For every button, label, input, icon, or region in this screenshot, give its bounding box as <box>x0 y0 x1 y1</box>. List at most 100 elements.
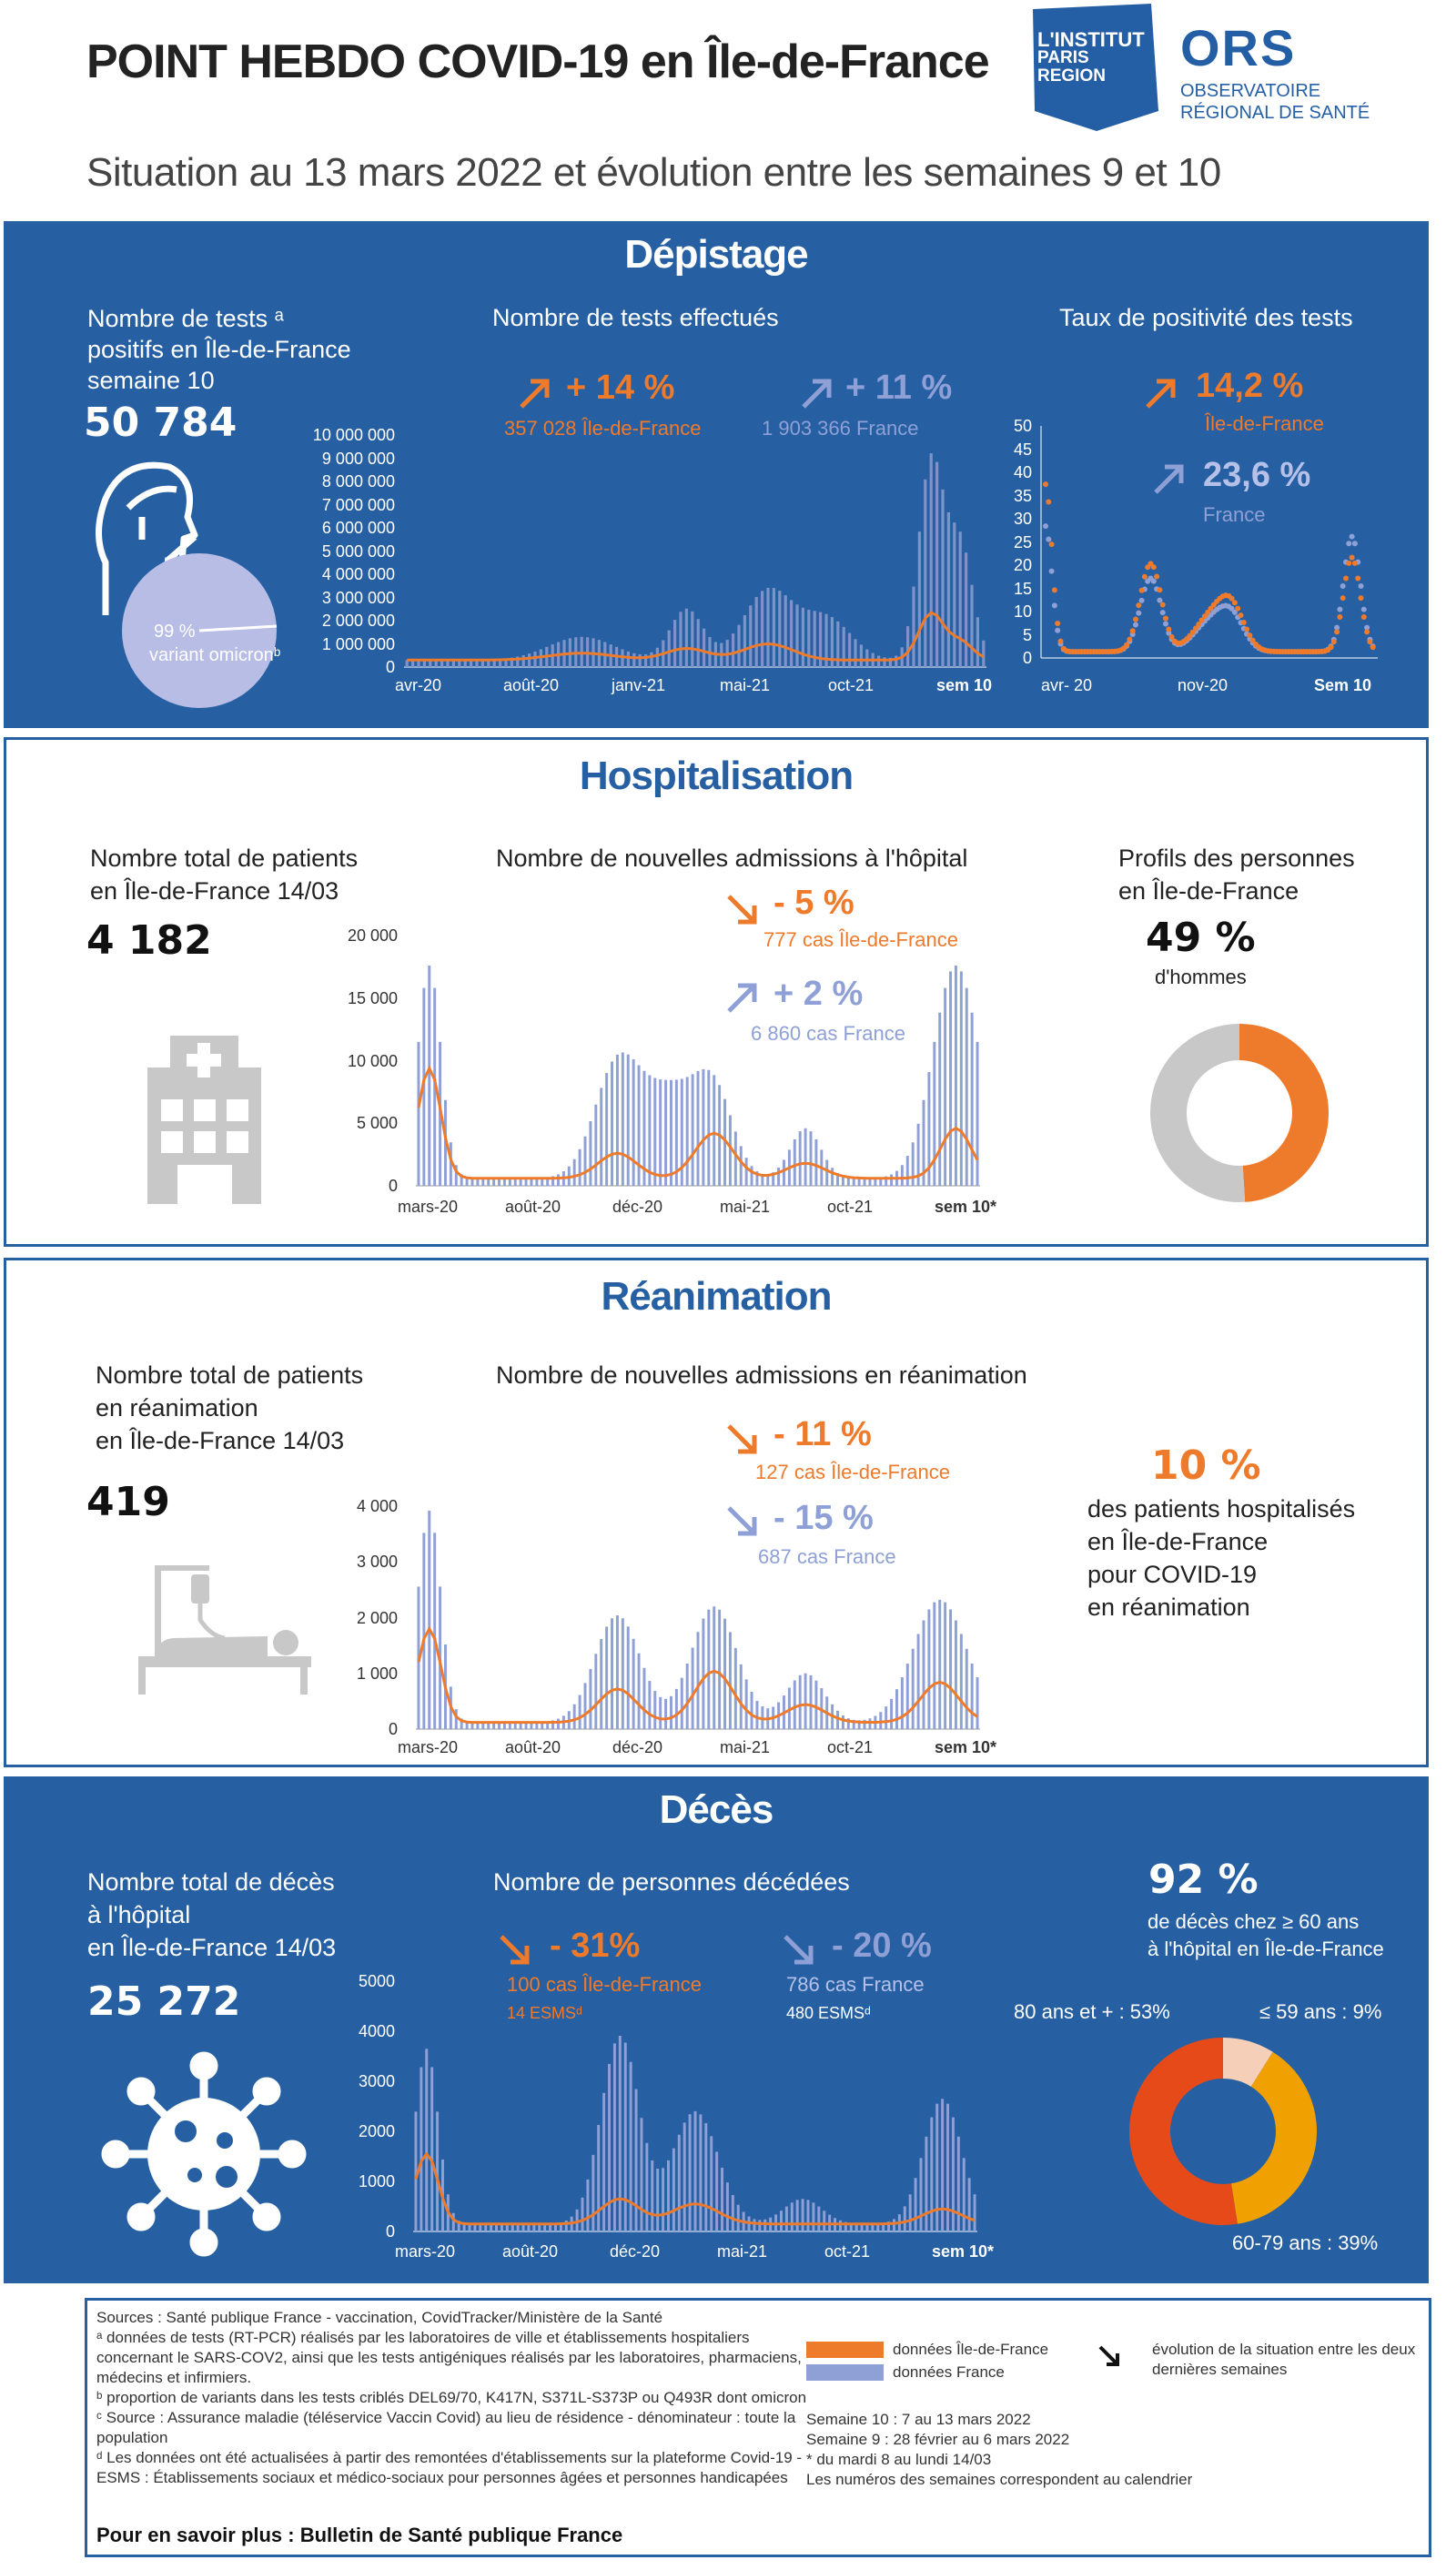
bar-mark <box>976 1041 979 1186</box>
bar-mark <box>954 1620 957 1729</box>
bar-mark <box>626 1054 630 1186</box>
bar-mark <box>959 1634 963 1729</box>
bar-mark <box>929 453 933 667</box>
idf-point <box>1337 614 1343 621</box>
x-tick-label: mars-20 <box>398 1198 459 1216</box>
bar-mark <box>703 628 706 667</box>
x-tick-label: Sem 10 <box>1314 676 1372 694</box>
bar-mark <box>492 1722 496 1729</box>
y-tick-label: 40 <box>1013 463 1032 481</box>
ors-logo: ORS <box>1180 19 1297 76</box>
idf-point <box>1244 626 1250 632</box>
ors-logo-subtitle: OBSERVATOIRE RÉGIONAL DE SANTÉ <box>1180 81 1370 123</box>
bar-mark <box>470 1722 474 1729</box>
y-tick-label: 1000 <box>358 2172 395 2191</box>
idf-point <box>1193 625 1198 632</box>
y-tick-label: 7 000 000 <box>321 495 395 514</box>
deces-idf-count: 100 cas Île-de-France <box>507 1973 702 1996</box>
bar-mark <box>836 621 840 667</box>
y-tick-label: 0 <box>385 2222 395 2241</box>
bar-mark <box>819 612 823 667</box>
fr-point <box>1157 597 1163 603</box>
bar-mark <box>859 644 863 667</box>
bar-mark <box>484 2223 488 2231</box>
down-arrow-icon <box>727 1424 757 1454</box>
idf-point <box>1046 499 1052 505</box>
bar-mark <box>718 1609 722 1729</box>
bar-mark <box>895 655 898 667</box>
bar-mark <box>935 461 939 667</box>
bar-mark <box>642 1070 646 1186</box>
profile-title: Profils des personnes en Île-de-France <box>1118 845 1355 905</box>
bar-mark <box>653 1691 657 1729</box>
idf-point <box>1201 613 1208 620</box>
x-tick-label: oct-21 <box>828 676 875 694</box>
bar-mark <box>557 1174 560 1186</box>
tests-fr-count: 1 903 366 France <box>762 417 919 440</box>
bar-mark <box>659 1079 662 1186</box>
hosp-total-value: 4 182 <box>86 917 212 964</box>
bar-mark <box>766 1174 770 1186</box>
men-slice <box>1239 1024 1330 1202</box>
bar-mark <box>842 626 845 667</box>
idf-point <box>1129 628 1136 634</box>
bar-mark <box>739 1664 743 1729</box>
bar-mark <box>906 626 910 667</box>
idf-point <box>1138 587 1145 593</box>
bar-mark <box>626 651 630 667</box>
bar-mark <box>685 1663 689 1729</box>
x-tick-label: janv-21 <box>612 676 666 694</box>
bar-mark <box>927 1609 931 1729</box>
fr-point <box>1136 610 1142 616</box>
x-tick-label: mai-21 <box>720 1738 771 1756</box>
bar-mark <box>941 2099 945 2231</box>
bar-mark <box>575 2209 579 2231</box>
fr-point <box>1055 627 1061 633</box>
bar-mark <box>685 1077 689 1186</box>
bar-mark <box>645 2142 649 2231</box>
bar-mark <box>528 653 531 667</box>
bar-mark <box>885 1706 888 1729</box>
bar-mark <box>519 1722 522 1729</box>
bar-mark <box>487 1722 490 1729</box>
bar-mark <box>428 966 431 1186</box>
bar-mark <box>784 2206 788 2231</box>
hosp-fr-count: 6 860 cas France <box>751 1022 905 1045</box>
bar-mark <box>532 2223 536 2231</box>
y-tick-label: 5 000 000 <box>321 541 395 561</box>
men-label: d'hommes <box>1155 966 1247 988</box>
idf-point <box>1055 621 1061 627</box>
bar-mark <box>723 1098 726 1186</box>
fr-point <box>1133 622 1138 628</box>
women-slice <box>1150 1024 1246 1202</box>
fr-point <box>1163 621 1168 627</box>
virus-icon <box>101 2051 307 2257</box>
old-pct: 92 % <box>1148 1857 1259 1903</box>
bar-mark <box>809 1131 813 1186</box>
bar-mark <box>583 1683 587 1729</box>
bar-mark <box>621 649 624 667</box>
bar-mark <box>451 660 455 667</box>
x-tick-label: août-20 <box>503 676 560 694</box>
bar-mark <box>736 2204 740 2231</box>
age-60-79-slice <box>1230 2051 1317 2224</box>
fr-point <box>1351 541 1358 547</box>
bar-mark <box>854 2223 858 2231</box>
idf-point <box>1328 644 1334 651</box>
bar-mark <box>487 659 490 667</box>
y-tick-label: 2000 <box>358 2122 395 2140</box>
bar-mark <box>798 1131 802 1186</box>
bar-mark <box>564 2220 568 2231</box>
bar-mark <box>621 1618 624 1729</box>
bar-mark <box>922 1099 925 1186</box>
y-tick-label: 25 <box>1013 532 1032 551</box>
bar-mark <box>809 1675 813 1729</box>
bar-mark <box>602 2092 606 2231</box>
x-tick-label: mai-21 <box>720 676 771 694</box>
bar-mark <box>888 657 892 667</box>
weeks-text: Semaine 10 : 7 au 13 mars 2022 Semaine 9… <box>806 2411 1193 2488</box>
bar-mark <box>513 1178 517 1186</box>
bar-mark <box>521 655 525 667</box>
bar-mark <box>434 660 438 667</box>
bar-mark <box>750 1692 753 1729</box>
